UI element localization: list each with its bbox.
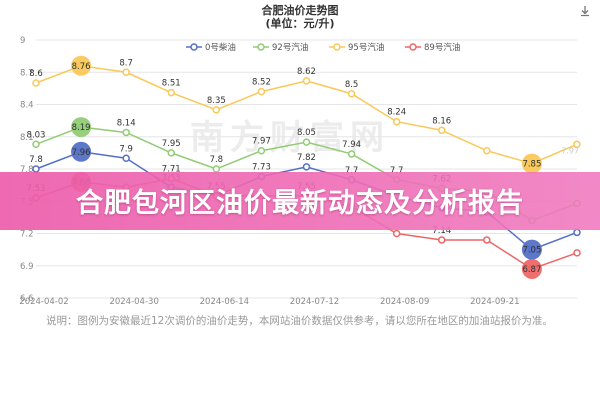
data-point [257, 87, 266, 96]
data-point [302, 163, 311, 171]
data-label: 7.8 [29, 155, 43, 165]
data-label: 7.7 [345, 166, 359, 176]
chart-note: 说明：图例为安徽最近12次调价的油价走势，本网站油价数据仅供参考，请以您所在地区… [46, 315, 553, 327]
legend-marker [409, 43, 417, 51]
data-label: 7.8 [210, 155, 224, 165]
highlight-point [71, 141, 92, 162]
data-label: 8.05 [297, 128, 316, 138]
data-point [573, 228, 581, 237]
highlight-point [521, 258, 542, 279]
y-tick-label: 6.9 [20, 262, 34, 272]
data-point [302, 77, 311, 85]
data-label: 8.6 [29, 69, 43, 79]
x-tick-label: 2024-09-21 [470, 297, 519, 307]
x-tick-label: 2024-04-30 [109, 297, 158, 307]
legend-marker [333, 43, 341, 51]
data-point [438, 126, 446, 135]
y-tick-label: 7.8 [20, 165, 34, 175]
overlay-banner [0, 172, 600, 230]
data-point [212, 106, 221, 114]
data-point [302, 138, 311, 146]
legend-label: 89号汽油 [424, 42, 460, 53]
data-point [122, 68, 130, 76]
data-point [392, 117, 401, 126]
data-point [167, 149, 175, 157]
data-label: 8.62 [297, 67, 316, 77]
legend-label: 95号汽油 [348, 42, 384, 53]
data-point [257, 146, 266, 155]
data-point [32, 79, 40, 87]
data-point [32, 140, 40, 149]
data-label: 7.9 [119, 144, 133, 154]
data-label: 8.51 [162, 79, 181, 89]
data-point [122, 154, 130, 162]
data-label: 8.35 [207, 96, 226, 106]
data-label: 8.7 [119, 58, 133, 68]
data-label: 8.16 [432, 116, 451, 126]
chart-title: 合肥油价走势图 [261, 4, 339, 17]
data-label: 8.14 [117, 118, 136, 128]
download-icon[interactable] [578, 4, 592, 18]
data-label: 7.96 [72, 148, 91, 158]
data-label: 8.76 [72, 62, 91, 72]
x-tick-label: 2024-06-14 [200, 297, 249, 307]
data-label: 7.14 [432, 226, 451, 236]
x-tick-label: 2024-08-09 [380, 297, 429, 307]
data-label: 8.03 [27, 130, 46, 140]
data-label: 7.7 [390, 166, 404, 176]
data-label: 7.85 [522, 160, 541, 170]
edge-label: 7.97 [561, 147, 579, 156]
highlight-point [521, 153, 542, 174]
highlight-point [71, 117, 92, 138]
data-point [347, 90, 356, 98]
x-tick-label: 2024-04-02 [19, 297, 68, 307]
legend-label: 0号柴油 [205, 42, 236, 53]
data-label: 8.5 [345, 80, 359, 90]
chart-subtitle: (单位：元/升) [265, 17, 335, 30]
y-tick-label: 8.4 [20, 101, 34, 111]
banner-title: 合肥包河区油价最新动态及分析报告 [76, 188, 524, 219]
data-label: 8.19 [72, 123, 91, 133]
data-point [167, 88, 175, 97]
y-tick-label: 6.6 [20, 294, 34, 304]
data-label: 8.24 [387, 108, 406, 118]
highlight-point [521, 239, 542, 260]
y-tick-label: 9 [20, 36, 25, 46]
data-point [392, 229, 401, 238]
y-tick-label: 8.7 [20, 68, 34, 78]
data-label: 7.73 [252, 163, 271, 173]
data-point [347, 150, 356, 158]
x-tick-label: 2024-07-12 [290, 297, 339, 307]
data-point [122, 128, 130, 137]
data-label: 8.52 [252, 78, 271, 88]
data-label: 7.05 [522, 246, 541, 256]
data-point [483, 236, 491, 244]
data-point [483, 146, 491, 155]
legend-marker [190, 43, 198, 51]
data-point [438, 236, 446, 244]
data-label: 7.71 [162, 165, 181, 175]
legend-marker [257, 43, 265, 51]
highlight-point [71, 55, 92, 76]
y-tick-label: 7.2 [20, 230, 34, 240]
data-point [573, 249, 581, 257]
data-label: 7.97 [252, 137, 271, 147]
data-label: 7.94 [342, 140, 361, 150]
data-label: 7.82 [297, 153, 316, 163]
y-tick-label: 8.1 [20, 133, 34, 143]
data-label: 6.87 [522, 265, 541, 275]
data-label: 7.95 [162, 139, 181, 149]
line-chart: 6.66.97.27.57.88.18.48.792024-04-022024-… [19, 36, 581, 307]
legend-label: 92号汽油 [272, 42, 308, 53]
data-point [573, 140, 581, 149]
